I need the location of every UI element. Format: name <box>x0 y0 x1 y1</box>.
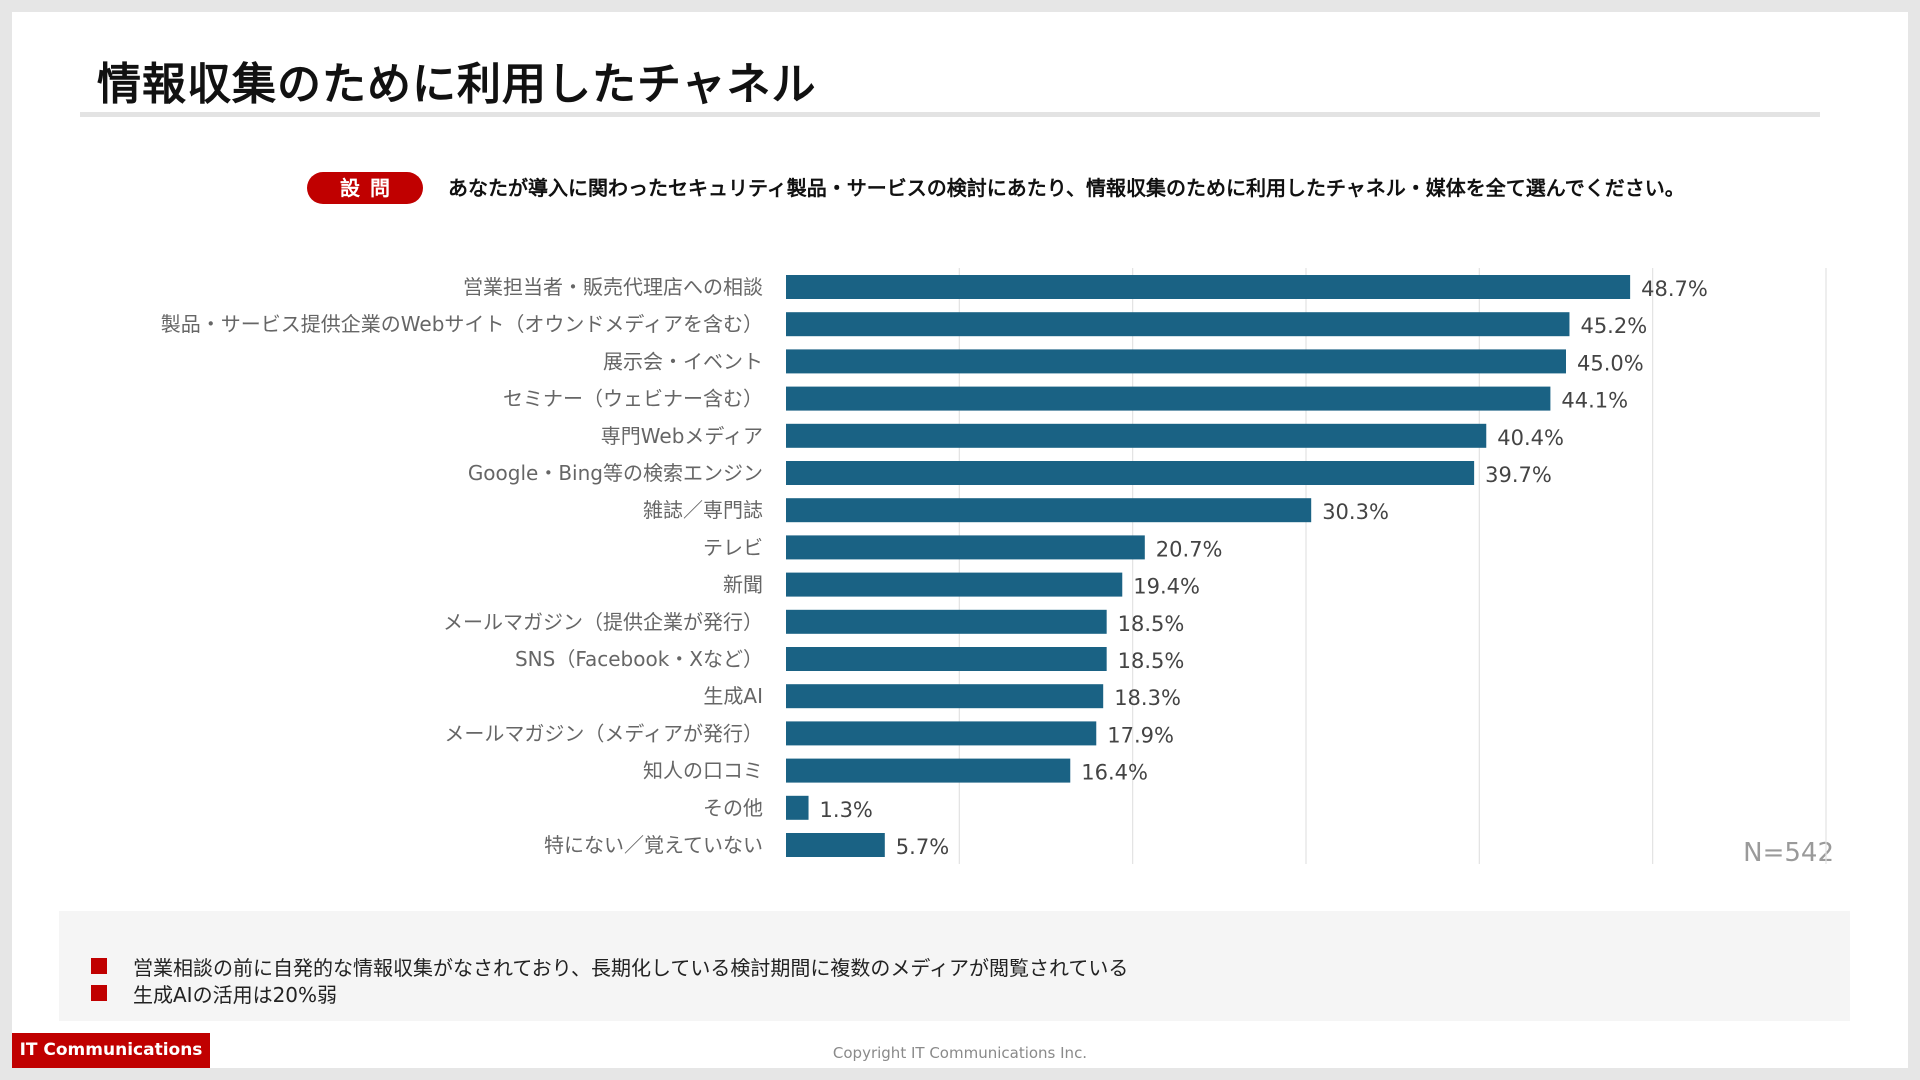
summary-item: 営業相談の前に自発的な情報収集がなされており、長期化している検討期間に複数のメデ… <box>91 953 1129 980</box>
value-label: 48.7% <box>1641 277 1708 301</box>
sample-size-label: N=542 <box>1743 838 1834 868</box>
bar <box>786 349 1566 374</box>
bar <box>786 498 1312 523</box>
bar <box>786 721 1097 746</box>
category-label: SNS（Facebook・Xなど） <box>515 647 763 671</box>
square-bullet-icon <box>91 985 107 1001</box>
category-label: テレビ <box>703 535 763 559</box>
value-label: 5.7% <box>896 835 949 859</box>
value-label: 20.7% <box>1156 537 1223 561</box>
category-label: 雑誌／専門誌 <box>643 498 763 522</box>
value-label: 39.7% <box>1485 463 1552 487</box>
category-label: 製品・サービス提供企業のWebサイト（オウンドメディアを含む） <box>161 312 763 336</box>
bar <box>786 461 1475 485</box>
summary-text: 生成AIの活用は20%弱 <box>133 982 338 1007</box>
category-label: 新聞 <box>723 573 763 597</box>
square-bullet-icon <box>91 958 107 974</box>
slide: 情報収集のために利用したチャネル 設問 あなたが導入に関わったセキュリティ製品・… <box>12 12 1908 1068</box>
category-label: 展示会・イベント <box>603 349 763 373</box>
value-label: 18.5% <box>1118 612 1185 636</box>
bar <box>786 609 1107 634</box>
value-label: 30.3% <box>1322 500 1389 524</box>
bar <box>786 758 1071 783</box>
category-label: 営業担当者・販売代理店への相談 <box>463 275 763 299</box>
value-label: 16.4% <box>1081 761 1148 785</box>
bar <box>786 684 1104 709</box>
value-label: 45.2% <box>1580 314 1647 338</box>
summary-box: 営業相談の前に自発的な情報収集がなされており、長期化している検討期間に複数のメデ… <box>59 911 1850 1021</box>
value-label: 40.4% <box>1497 426 1564 450</box>
category-label: その他 <box>703 796 763 820</box>
category-label: 知人の口コミ <box>643 759 763 783</box>
bar <box>786 795 809 820</box>
summary-item: 生成AIの活用は20%弱 <box>91 980 338 1007</box>
category-label: 生成AI <box>703 684 763 708</box>
value-label: 18.5% <box>1118 649 1185 673</box>
bar <box>786 572 1123 597</box>
value-label: 17.9% <box>1107 723 1174 747</box>
category-label: Google・Bing等の検索エンジン <box>468 461 763 485</box>
copyright-text: Copyright IT Communications Inc. <box>832 1044 1088 1062</box>
bar <box>786 275 1631 299</box>
category-label: メールマガジン（メディアが発行） <box>444 721 763 745</box>
bar <box>786 535 1145 560</box>
value-label: 18.3% <box>1114 686 1181 710</box>
title-divider <box>80 112 1820 117</box>
value-label: 1.3% <box>820 798 873 822</box>
page-title: 情報収集のために利用したチャネル <box>97 59 817 110</box>
category-label: セミナー（ウェビナー含む） <box>503 387 763 411</box>
summary-text: 営業相談の前に自発的な情報収集がなされており、長期化している検討期間に複数のメデ… <box>133 955 1129 980</box>
category-label: メールマガジン（提供企業が発行） <box>443 610 763 634</box>
bar <box>786 647 1107 671</box>
question-badge: 設問 <box>307 172 423 204</box>
value-label: 45.0% <box>1577 351 1644 375</box>
bar <box>786 312 1570 337</box>
bar <box>786 833 885 857</box>
bar <box>786 386 1551 411</box>
category-label: 特にない／覚えていない <box>544 833 763 857</box>
value-label: 19.4% <box>1133 575 1200 599</box>
category-label: 専門Webメディア <box>601 424 763 448</box>
bar <box>786 423 1487 448</box>
question-text: あなたが導入に関わったセキュリティ製品・サービスの検討にあたり、情報収集のために… <box>448 176 1685 200</box>
company-logo: IT Communications <box>12 1033 210 1068</box>
value-label: 44.1% <box>1561 389 1628 413</box>
